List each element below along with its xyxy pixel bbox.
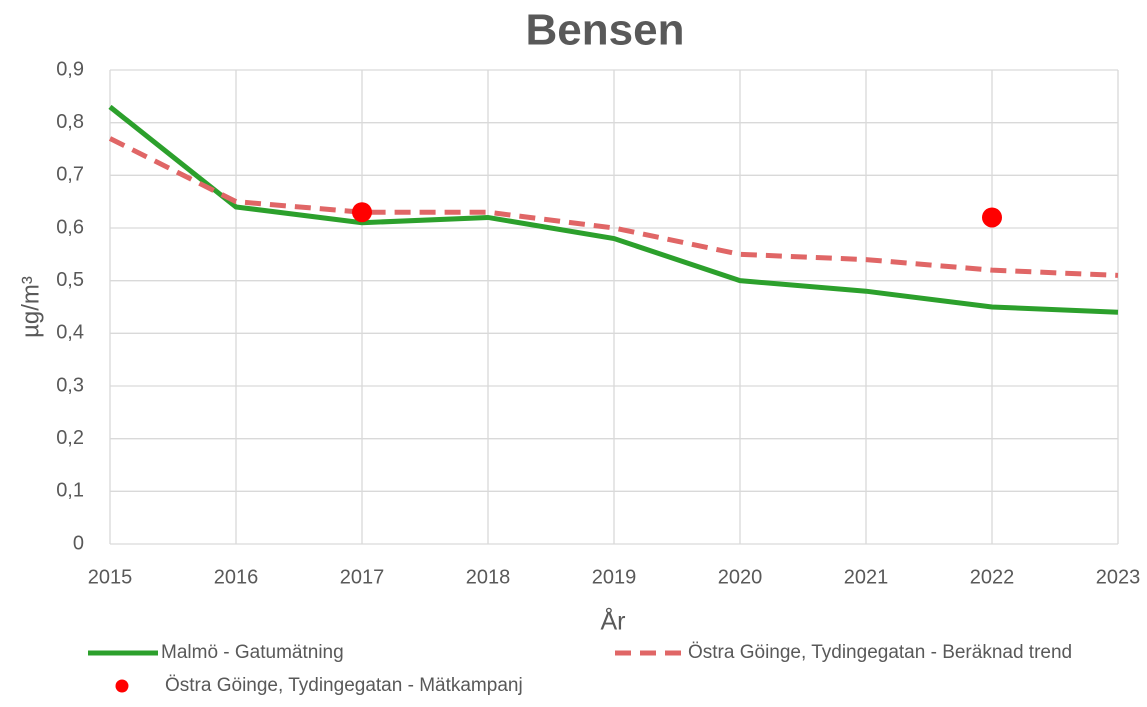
y-tick-label: 0	[73, 532, 84, 554]
x-tick-label: 2018	[466, 566, 511, 588]
y-tick-label: 0,8	[56, 111, 84, 133]
chart-title: Bensen	[526, 6, 685, 55]
series-line	[108, 136, 1119, 278]
scatter-point	[352, 202, 372, 223]
y-tick-label: 0,5	[56, 269, 84, 291]
legend-marker	[115, 679, 129, 693]
x-tick-label: 2023	[1096, 566, 1141, 588]
series-line	[108, 104, 1119, 315]
y-axis-label: µg/m³	[17, 276, 44, 338]
x-tick-label: 2015	[88, 566, 133, 588]
legend-label: Östra Göinge, Tydingegatan - Mätkampanj	[165, 675, 523, 696]
x-tick-label: 2016	[214, 566, 259, 588]
x-tick-label: 2021	[844, 566, 889, 588]
y-tick-label: 0,2	[56, 427, 84, 449]
x-tick-label: 2022	[970, 566, 1015, 588]
y-tick-label: 0,4	[56, 322, 84, 344]
y-tick-label: 0,7	[56, 164, 84, 186]
x-axis-label: År	[601, 606, 626, 636]
y-tick-label: 0,9	[56, 58, 84, 80]
x-tick-label: 2019	[592, 566, 637, 588]
x-tick-label: 2020	[718, 566, 763, 588]
y-tick-label: 0,3	[56, 374, 84, 396]
scatter-point	[982, 207, 1002, 228]
legend-label: Östra Göinge, Tydingegatan - Beräknad tr…	[688, 642, 1072, 663]
legend-label: Malmö - Gatumätning	[161, 642, 344, 663]
y-tick-label: 0,6	[56, 216, 84, 238]
x-tick-label: 2017	[340, 566, 385, 588]
y-tick-label: 0,1	[56, 480, 84, 502]
